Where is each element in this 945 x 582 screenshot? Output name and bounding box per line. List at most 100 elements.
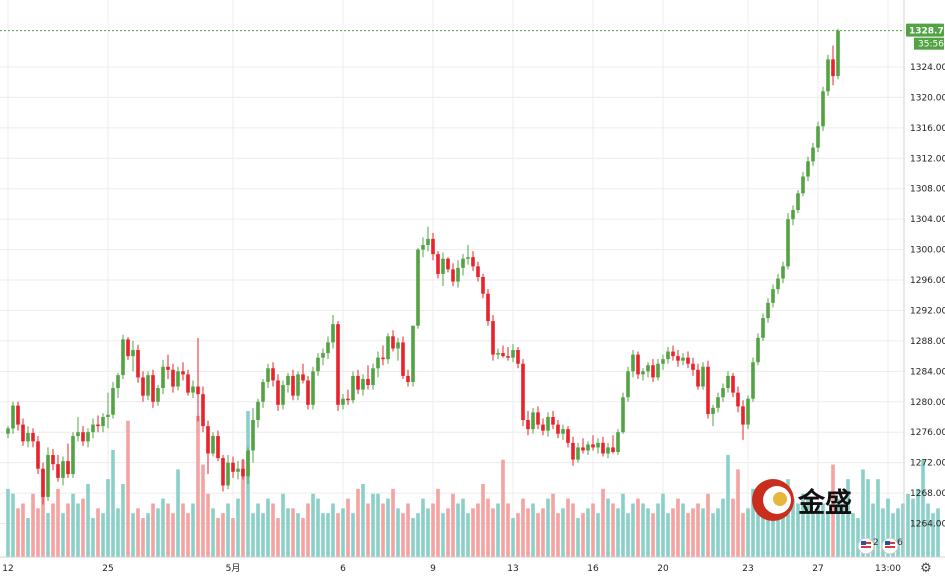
- volume-bar: [581, 513, 585, 557]
- volume-bar: [916, 488, 920, 557]
- candle-body: [476, 266, 480, 277]
- candle-body: [616, 432, 620, 452]
- candle-body: [796, 193, 800, 211]
- candle-body: [781, 266, 785, 279]
- volume-bar: [606, 498, 610, 557]
- candle-body: [21, 424, 25, 442]
- countdown-badge: [914, 37, 944, 50]
- candle-body: [406, 375, 410, 382]
- candle-body: [506, 356, 510, 358]
- x-tick-label: 12: [2, 564, 13, 574]
- us-flag-icon[interactable]: 6: [881, 537, 903, 555]
- volume-bar: [711, 513, 715, 557]
- candle-body: [351, 375, 355, 401]
- candle-body: [66, 461, 70, 475]
- volume-bar: [896, 508, 900, 557]
- volume-bar: [656, 503, 660, 557]
- volume-bar: [816, 508, 820, 557]
- candle-body: [246, 450, 250, 477]
- volume-bar: [351, 513, 355, 557]
- candle-body: [496, 353, 500, 355]
- volume-bar: [436, 488, 440, 557]
- last-price-badge: [906, 23, 944, 37]
- volume-bar: [321, 513, 325, 557]
- volume-bar: [636, 498, 640, 557]
- candle-body: [626, 371, 630, 398]
- volume-bar: [416, 513, 420, 557]
- volume-bar: [736, 469, 740, 557]
- candle-body: [531, 412, 535, 430]
- candle-body: [511, 350, 515, 358]
- candle-body: [771, 289, 775, 303]
- candle-body: [466, 257, 470, 259]
- volume-bar: [171, 513, 175, 557]
- candle-body: [471, 257, 475, 267]
- candle-body: [456, 267, 460, 282]
- volume-bar: [706, 493, 710, 557]
- candle-body: [741, 406, 745, 425]
- volume-bar: [696, 503, 700, 557]
- us-flag-icon[interactable]: 2: [857, 537, 879, 555]
- candle-body: [746, 398, 750, 425]
- volume-bar: [96, 508, 100, 557]
- volume-bar: [471, 508, 475, 557]
- volume-bar: [551, 493, 555, 557]
- y-tick-label: 1288.00: [910, 337, 945, 347]
- volume-bar: [316, 498, 320, 557]
- volume-bar: [681, 503, 685, 557]
- volume-bar: [931, 513, 935, 557]
- volume-bar: [311, 493, 315, 557]
- flag-count: 2: [873, 538, 879, 548]
- volume-bar: [406, 503, 410, 557]
- volume-bar: [441, 513, 445, 557]
- candle-body: [86, 432, 90, 442]
- volume-bar: [181, 503, 185, 557]
- candle-body: [791, 210, 795, 220]
- candle-body: [126, 339, 130, 357]
- volume-bar: [261, 513, 265, 557]
- volume-bar: [591, 503, 595, 557]
- candle-body: [566, 429, 570, 443]
- candle-body: [656, 363, 660, 378]
- settings-gear-icon[interactable]: ⚙: [920, 561, 932, 576]
- candle-body: [726, 375, 730, 389]
- volume-bar: [396, 508, 400, 557]
- candle-body: [116, 375, 120, 389]
- volume-bar: [146, 513, 150, 557]
- volume-bar: [6, 488, 10, 557]
- volume-bar: [761, 503, 765, 557]
- candle-body: [526, 420, 530, 430]
- volume-bar: [601, 488, 605, 557]
- volume-bar: [546, 498, 550, 557]
- volume-bar: [361, 484, 365, 557]
- volume-bar: [401, 513, 405, 557]
- candle-body: [481, 276, 485, 294]
- volume-bar: [211, 508, 215, 557]
- y-tick-label: 1268.00: [910, 489, 945, 499]
- candle-body: [36, 441, 40, 469]
- volume-bar: [856, 518, 860, 557]
- volume-bar: [666, 513, 670, 557]
- volume-bar: [381, 503, 385, 557]
- candle-body: [736, 392, 740, 407]
- volume-bar: [721, 498, 725, 557]
- y-tick-label: 1316.00: [910, 124, 945, 134]
- volume-bar: [71, 493, 75, 557]
- candle-body: [551, 416, 555, 425]
- volume-bar: [806, 498, 810, 557]
- volume-bar: [596, 513, 600, 557]
- candle-body: [651, 365, 655, 378]
- candle-body: [306, 380, 310, 405]
- volume-bar: [911, 498, 915, 557]
- last-price-label: 1328.77: [909, 27, 945, 37]
- flag-count: 6: [897, 538, 903, 548]
- candle-body: [541, 424, 545, 431]
- volume-bar: [611, 503, 615, 557]
- volume-bar: [206, 493, 210, 557]
- candle-body: [611, 447, 615, 452]
- candle-body: [261, 381, 265, 402]
- volume-bar: [456, 503, 460, 557]
- candle-body: [121, 339, 125, 376]
- candle-body: [441, 258, 445, 274]
